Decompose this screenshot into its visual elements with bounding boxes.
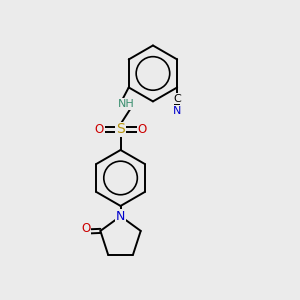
Text: O: O	[81, 222, 91, 235]
Text: O: O	[95, 123, 104, 136]
Text: N: N	[116, 210, 125, 223]
Text: O: O	[137, 123, 146, 136]
Text: S: S	[116, 122, 125, 136]
Text: N: N	[173, 106, 182, 116]
Text: C: C	[173, 94, 181, 103]
Text: NH: NH	[118, 99, 134, 109]
